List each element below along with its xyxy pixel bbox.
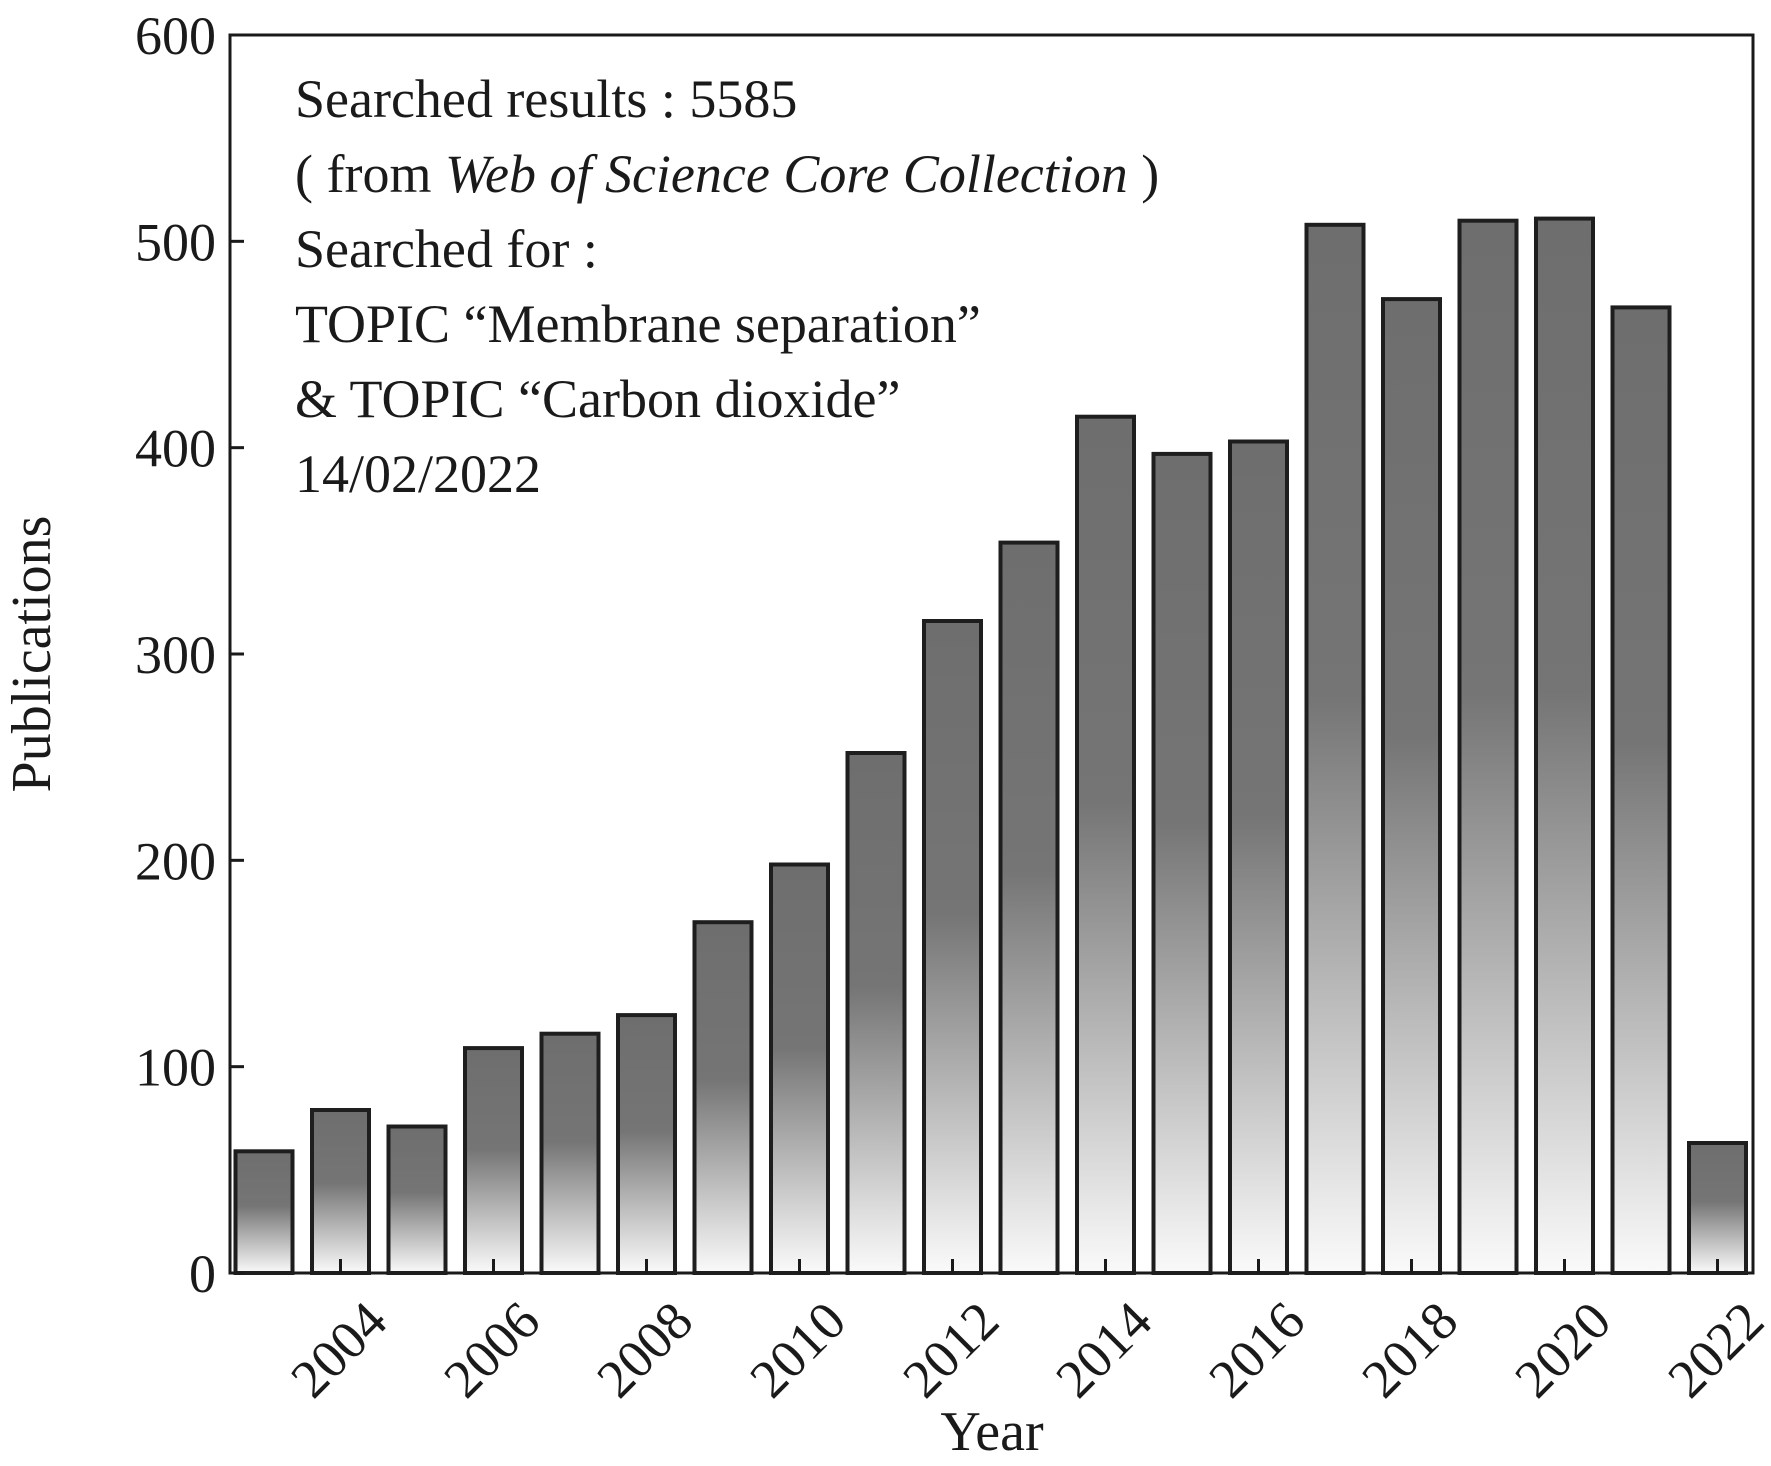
- bar-2022: [1687, 1141, 1748, 1275]
- bar-2021: [1610, 305, 1672, 1275]
- bar-2014: [1075, 414, 1136, 1275]
- bar-2012: [922, 619, 983, 1275]
- annotation-source-suffix: ): [1128, 144, 1159, 204]
- bar-2015: [1151, 451, 1213, 1275]
- bar-2007: [539, 1031, 601, 1275]
- bar-2004: [310, 1108, 371, 1275]
- bar-2008: [616, 1013, 677, 1275]
- y-tick-label-200: 200: [135, 831, 216, 891]
- annotation-source: ( from Web of Science Core Collection ): [295, 144, 1159, 204]
- y-tick-label-400: 400: [135, 419, 216, 479]
- x-tick-label-2014: 2014: [1044, 1290, 1163, 1409]
- bar-2020: [1534, 216, 1595, 1276]
- bar-2016: [1228, 439, 1289, 1275]
- bar-2005: [386, 1124, 448, 1275]
- x-tick-label-2006: 2006: [432, 1290, 551, 1409]
- y-tick-label-0: 0: [189, 1244, 216, 1304]
- x-axis-title: Year: [940, 1401, 1044, 1463]
- x-tick-label-2010: 2010: [738, 1290, 857, 1409]
- annotation-topic-2: & TOPIC “Carbon dioxide”: [295, 369, 900, 429]
- bar-2009: [692, 920, 754, 1275]
- x-tick-label-2008: 2008: [585, 1290, 704, 1409]
- annotation-searched-for: Searched for :: [295, 219, 598, 279]
- y-tick-label-500: 500: [135, 212, 216, 272]
- bar-2011: [845, 751, 907, 1275]
- y-tick-label-600: 600: [135, 6, 216, 66]
- y-tick-label-100: 100: [135, 1038, 216, 1098]
- annotation-results: Searched results : 5585: [295, 69, 797, 129]
- x-tick-label-2012: 2012: [891, 1290, 1010, 1409]
- bar-2019: [1457, 218, 1519, 1276]
- y-tick-label-300: 300: [135, 625, 216, 685]
- bar-2018: [1381, 297, 1442, 1276]
- annotation-box: Searched results : 5585 ( from Web of Sc…: [295, 69, 1159, 504]
- bar-2010: [769, 862, 830, 1275]
- x-tick-label-2020: 2020: [1503, 1290, 1622, 1409]
- y-axis: 0 100 200 300 400 500 600: [135, 6, 244, 1304]
- bar-2017: [1304, 222, 1366, 1275]
- bar-2013: [998, 540, 1060, 1275]
- x-tick-label-2022: 2022: [1656, 1290, 1771, 1409]
- x-tick-label-2016: 2016: [1197, 1290, 1316, 1409]
- annotation-date: 14/02/2022: [295, 444, 541, 504]
- annotation-topic-1: TOPIC “Membrane separation”: [295, 294, 981, 354]
- bar-2003: [233, 1149, 295, 1276]
- annotation-source-prefix: ( from: [295, 144, 445, 204]
- bars-group: [233, 216, 1748, 1276]
- y-axis-title: Publications: [1, 516, 63, 793]
- bar-2006: [463, 1046, 524, 1275]
- x-tick-label-2018: 2018: [1350, 1290, 1469, 1409]
- annotation-source-database: Web of Science Core Collection: [445, 144, 1128, 204]
- x-tick-label-2004: 2004: [279, 1290, 398, 1409]
- x-axis: 2004 2006 2008 2010 2012 2014 2016 2018 2020 2022: [279, 1259, 1771, 1409]
